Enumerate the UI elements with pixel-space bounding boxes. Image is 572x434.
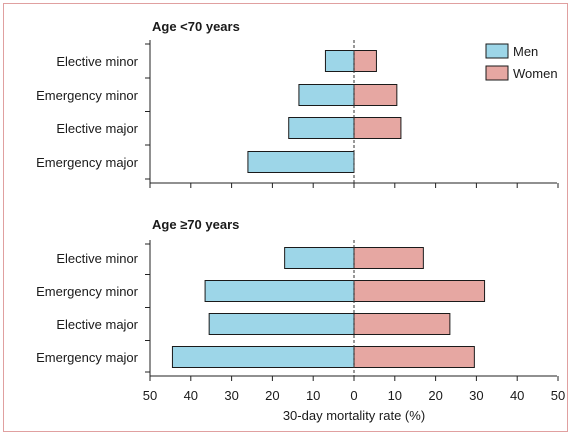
x-tick-label: 0 [350, 388, 357, 403]
category-label: Emergency minor [36, 284, 139, 299]
x-tick-label: 10 [388, 388, 402, 403]
x-tick-label: 40 [184, 388, 198, 403]
category-label: Elective minor [56, 251, 138, 266]
bar-men [171, 346, 355, 368]
category-label: Elective minor [56, 54, 138, 69]
bar-women [353, 117, 402, 139]
category-label: Emergency major [36, 155, 139, 170]
category-label: Emergency major [36, 350, 139, 365]
legend-swatch-men [485, 43, 509, 59]
legend-label-women: Women [513, 66, 558, 81]
bar-men [284, 247, 355, 269]
bar-women [353, 247, 424, 269]
x-axis-label: 30-day mortality rate (%) [283, 408, 425, 423]
bar-men [247, 151, 355, 173]
bar-women [353, 50, 377, 72]
x-tick-label: 40 [510, 388, 524, 403]
category-label: Elective major [56, 317, 138, 332]
bar-women [353, 84, 398, 106]
bar-men [288, 117, 355, 139]
bar-men [208, 313, 355, 335]
bar-men [204, 280, 355, 302]
bar-women [353, 346, 475, 368]
x-tick-label: 50 [551, 388, 565, 403]
bar-women [353, 280, 486, 302]
x-tick-label: 20 [428, 388, 442, 403]
bar-men [324, 50, 355, 72]
x-tick-label: 20 [265, 388, 279, 403]
bar-women [353, 313, 451, 335]
bar-men [298, 84, 355, 106]
panel-title: Age <70 years [152, 19, 240, 34]
x-tick-label: 30 [224, 388, 238, 403]
category-label: Emergency minor [36, 88, 139, 103]
x-tick-label: 10 [306, 388, 320, 403]
panel-title: Age ≥70 years [152, 217, 239, 232]
category-label: Elective major [56, 121, 138, 136]
x-tick-label: 50 [143, 388, 157, 403]
legend-swatch-women [485, 65, 509, 81]
legend-label-men: Men [513, 44, 538, 59]
x-tick-label: 30 [469, 388, 483, 403]
